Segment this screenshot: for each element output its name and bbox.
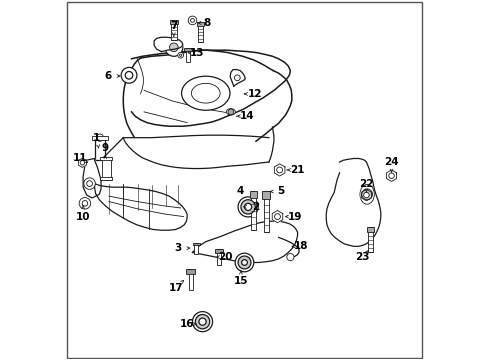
Polygon shape [83,158,101,198]
Circle shape [388,173,393,179]
Text: 7: 7 [170,21,177,31]
Circle shape [164,39,183,56]
Polygon shape [386,170,396,181]
Text: 22: 22 [359,179,373,189]
Bar [100,157,112,160]
Bar [194,243,198,253]
Text: 21: 21 [290,165,304,175]
Circle shape [83,178,95,189]
Circle shape [121,67,137,83]
Polygon shape [274,164,285,176]
Circle shape [178,52,183,58]
Circle shape [125,72,133,79]
Circle shape [274,213,280,220]
Bar [214,249,222,253]
Bar [100,177,112,180]
Ellipse shape [191,84,220,103]
Text: 3: 3 [174,243,182,253]
Polygon shape [325,158,380,246]
Polygon shape [230,69,244,86]
Circle shape [241,260,247,265]
Polygon shape [272,211,282,223]
Bar [92,136,108,140]
Circle shape [235,253,253,272]
Circle shape [82,201,87,206]
Circle shape [286,253,293,261]
Circle shape [188,16,196,25]
Circle shape [241,200,255,214]
Text: 6: 6 [103,71,111,81]
Text: 8: 8 [203,18,210,28]
Circle shape [179,54,182,57]
Circle shape [192,312,212,332]
Polygon shape [94,184,187,230]
Circle shape [244,203,251,211]
Circle shape [190,18,194,22]
Text: 4: 4 [236,186,244,197]
Ellipse shape [226,109,235,115]
Circle shape [80,161,84,165]
Circle shape [234,75,240,81]
Circle shape [276,167,282,173]
Bar [102,158,110,180]
Bar [249,192,257,198]
Circle shape [79,198,90,209]
Circle shape [96,134,103,141]
Text: 17: 17 [168,283,183,293]
Ellipse shape [359,184,373,204]
Polygon shape [192,221,297,262]
Bar [197,22,204,26]
Bar [198,22,203,42]
Circle shape [363,192,368,198]
Text: 24: 24 [384,157,398,167]
Text: 14: 14 [240,111,254,121]
Text: 12: 12 [247,89,262,99]
Circle shape [199,318,206,325]
Circle shape [361,189,372,200]
Bar [188,269,192,290]
Polygon shape [78,158,86,167]
Text: 10: 10 [76,212,90,221]
Bar [171,21,176,40]
Bar [263,192,268,232]
Bar [262,192,269,199]
Bar [366,227,373,232]
Polygon shape [154,37,183,51]
Bar [216,249,220,265]
Circle shape [86,181,92,186]
Text: 9: 9 [102,143,109,153]
Text: 2: 2 [251,202,258,212]
Text: 11: 11 [73,153,87,163]
Bar [367,227,372,252]
Bar [185,48,189,62]
Bar [192,243,199,245]
Bar [183,48,191,51]
Text: 18: 18 [293,241,308,251]
Bar [186,269,195,274]
Bar [250,192,255,230]
Text: 13: 13 [189,48,204,58]
Bar [169,21,178,24]
Text: 19: 19 [287,212,301,221]
Text: 16: 16 [180,319,194,329]
Circle shape [195,315,209,329]
Text: 20: 20 [218,252,233,262]
Ellipse shape [181,76,229,110]
Text: 23: 23 [354,252,368,262]
Text: 1: 1 [93,133,100,143]
Circle shape [238,256,250,269]
Circle shape [169,43,178,51]
Text: 15: 15 [233,276,247,286]
Circle shape [227,109,233,115]
Polygon shape [361,189,371,201]
Bar [94,139,105,160]
Circle shape [238,197,258,217]
Text: 5: 5 [276,186,284,197]
